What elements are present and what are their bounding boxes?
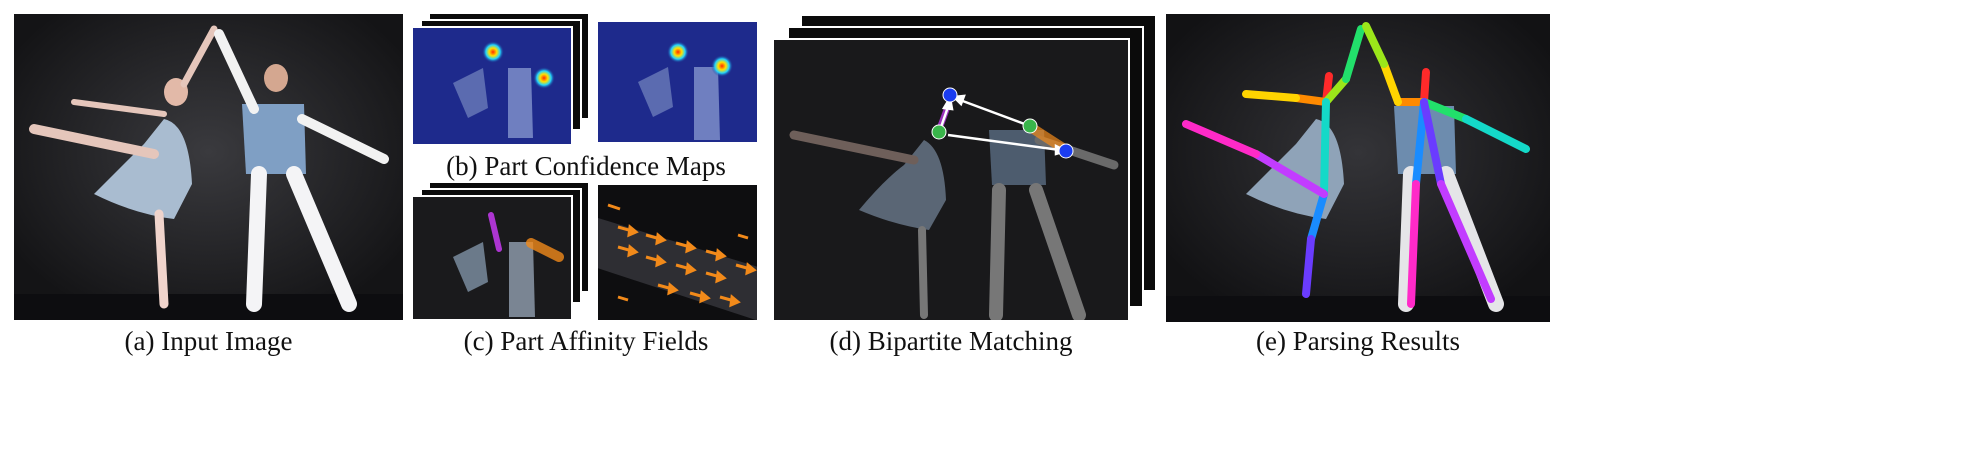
keypoint-blue-2 — [1058, 143, 1074, 159]
heatmap-front-right — [596, 20, 759, 144]
heatmap-image-1 — [413, 28, 571, 144]
bipartite-matching-image — [774, 40, 1128, 320]
caption-parsing-results: (e) Parsing Results — [1256, 326, 1460, 356]
keypoint-green-1 — [931, 124, 947, 140]
caption-part-confidence-maps: (b) Part Confidence Maps — [446, 151, 726, 181]
heatmap-front-left — [411, 26, 573, 146]
danseur-figure — [214, 29, 389, 312]
skeleton-danseur — [1362, 22, 1530, 308]
caption-bipartite-matching: (d) Bipartite Matching — [829, 326, 1073, 356]
caption-part-affinity-fields: (c) Part Affinity Fields — [463, 326, 709, 356]
paf-zoom-panel — [596, 183, 759, 322]
paf-image-1 — [413, 197, 571, 319]
ballerina-figure — [29, 25, 218, 309]
heatmap-image-2 — [598, 22, 757, 142]
input-image — [14, 14, 403, 320]
keypoint-blue-1 — [942, 87, 958, 103]
paf-zoom-image — [598, 185, 757, 320]
keypoint-green-2 — [1022, 118, 1038, 134]
paf-front-left — [411, 195, 573, 321]
input-image-panel — [14, 14, 403, 320]
caption-input-image: (a) Input Image — [124, 326, 293, 356]
skeleton-ballerina — [1182, 25, 1365, 298]
paf-vector-arrows — [607, 203, 757, 308]
matching-front — [772, 38, 1130, 322]
parsing-results-image — [1166, 14, 1550, 322]
parsing-results-panel — [1166, 14, 1550, 322]
